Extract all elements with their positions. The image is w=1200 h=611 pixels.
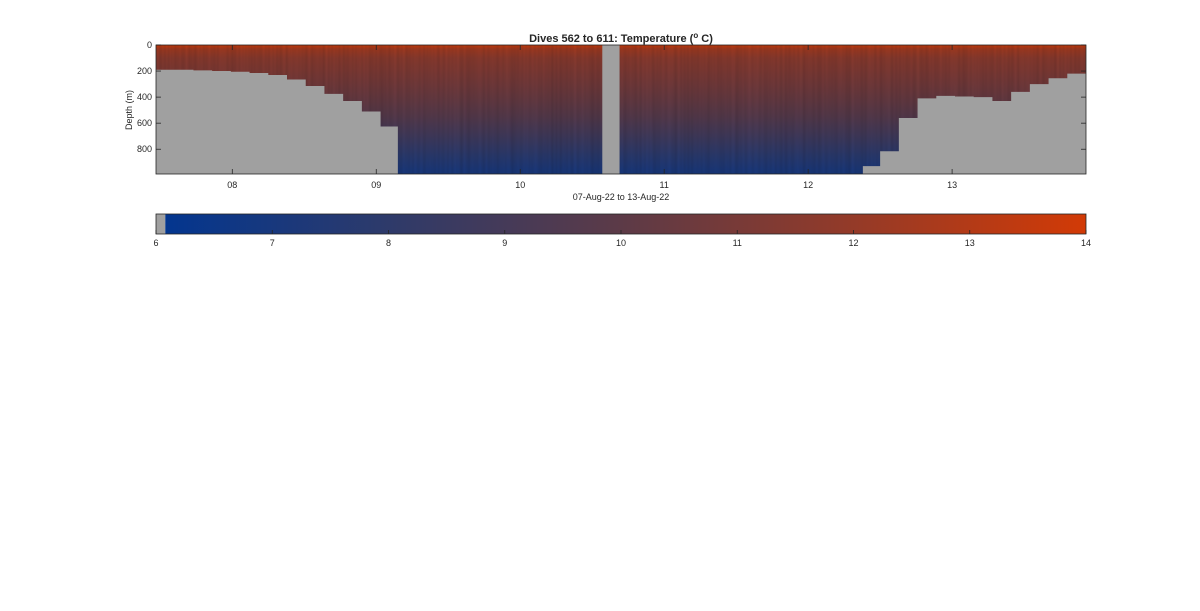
colorbar-ticks: 6 7 8 9 10 11 12 13 14 <box>153 230 1091 248</box>
no-data-region-left <box>156 69 398 174</box>
colorbar-tick-label-3: 9 <box>502 238 507 248</box>
y-tick-label-3: 600 <box>137 118 152 128</box>
chart-title-main: Dives 562 to 611: Temperature ( <box>529 33 694 45</box>
chart-title-superscript: o <box>693 31 698 40</box>
colorbar-tick-label-7: 13 <box>965 238 975 248</box>
x-axis-label: 07-Aug-22 to 13-Aug-22 <box>573 192 670 202</box>
x-tick-label-1: 09 <box>371 180 381 190</box>
chart-title-suffix: C) <box>698 33 713 45</box>
plot-area: 08 09 10 11 12 13 0 200 400 600 800 <box>137 40 1087 190</box>
colorbar-tick-label-6: 12 <box>848 238 858 248</box>
no-data-gap <box>602 45 620 174</box>
x-tick-label-0: 08 <box>227 180 237 190</box>
y-tick-label-1: 200 <box>137 66 152 76</box>
colorbar-no-data-band <box>156 214 166 234</box>
x-tick-label-3: 11 <box>660 180 669 190</box>
x-axis-ticks: 08 09 10 11 12 13 <box>227 45 957 190</box>
colorbar-tick-label-8: 14 <box>1081 238 1091 248</box>
y-axis-ticks: 0 200 400 600 800 <box>137 40 1086 154</box>
colorbar-tick-label-1: 7 <box>270 238 275 248</box>
x-tick-label-4: 12 <box>803 180 813 190</box>
y-tick-label-4: 800 <box>137 144 152 154</box>
y-tick-label-2: 400 <box>137 92 152 102</box>
y-tick-label-0: 0 <box>147 40 152 50</box>
colorbar: 6 7 8 9 10 11 12 13 14 <box>153 213 1091 248</box>
y-axis-label: Depth (m) <box>124 90 134 130</box>
no-data-region-right <box>862 73 1086 174</box>
colorbar-tick-label-2: 8 <box>386 238 391 248</box>
colorbar-tick-label-5: 11 <box>733 238 742 248</box>
x-tick-label-5: 13 <box>947 180 957 190</box>
colorbar-fill <box>165 214 1087 234</box>
colorbar-tick-label-0: 6 <box>153 238 158 248</box>
colorbar-tick-label-4: 10 <box>616 238 626 248</box>
chart-title: Dives 562 to 611: Temperature (o C) <box>529 31 713 45</box>
x-tick-label-2: 10 <box>515 180 525 190</box>
plot-frame <box>155 44 1087 175</box>
